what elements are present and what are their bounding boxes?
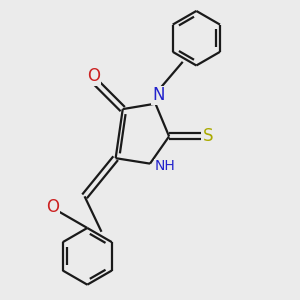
Text: N: N <box>152 86 164 104</box>
Text: NH: NH <box>155 159 176 173</box>
Text: S: S <box>203 128 214 146</box>
Text: O: O <box>87 68 100 85</box>
Text: O: O <box>46 198 59 216</box>
